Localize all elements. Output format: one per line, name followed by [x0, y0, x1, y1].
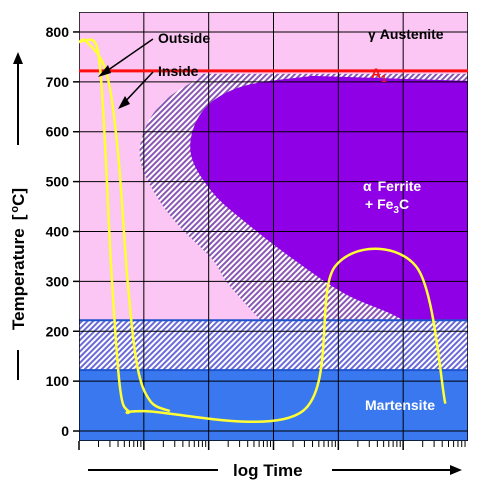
x-axis-arrowhead — [450, 465, 462, 475]
outside-annotation: Outside — [158, 30, 210, 46]
y-tick-label: 400 — [46, 223, 70, 239]
x-axis-title: log Time — [88, 461, 462, 480]
inside-annotation: Inside — [158, 63, 199, 79]
outside-annotation-arrow — [100, 38, 154, 76]
inside-cooling-curve — [79, 38, 171, 413]
a1-label: A1 — [371, 65, 387, 85]
y-ticks: 0 100 200 300 400 500 600 700 800 — [46, 24, 79, 439]
austenite-label: γ Austenite — [368, 26, 444, 42]
x-ticks — [78, 441, 466, 450]
x-axis-label: log Time — [233, 461, 303, 480]
martensite-label: Martensite — [365, 397, 435, 413]
y-tick-label: 800 — [46, 24, 70, 40]
y-tick-label: 300 — [46, 273, 70, 289]
y-axis-arrowhead — [13, 52, 23, 64]
y-tick-label: 500 — [46, 174, 70, 190]
inside-arrowhead — [118, 96, 130, 109]
y-axis-label: Temperature[oC] — [9, 188, 28, 330]
ferrite-label: α Ferrite — [363, 178, 421, 194]
outside-cooling-curve — [79, 38, 447, 424]
grid — [79, 12, 468, 441]
y-axis-title: Temperature[oC] — [9, 52, 28, 380]
ferrite-region — [190, 75, 468, 362]
y-tick-label: 0 — [61, 423, 69, 439]
y-tick-label: 100 — [46, 373, 70, 389]
outside-arrowhead — [98, 65, 111, 77]
y-tick-label: 200 — [46, 323, 70, 339]
plot-area — [79, 12, 468, 441]
y-tick-label: 600 — [46, 124, 70, 140]
ferrite-cementite-label: + Fe3C — [365, 196, 409, 216]
y-tick-label: 700 — [46, 74, 70, 90]
